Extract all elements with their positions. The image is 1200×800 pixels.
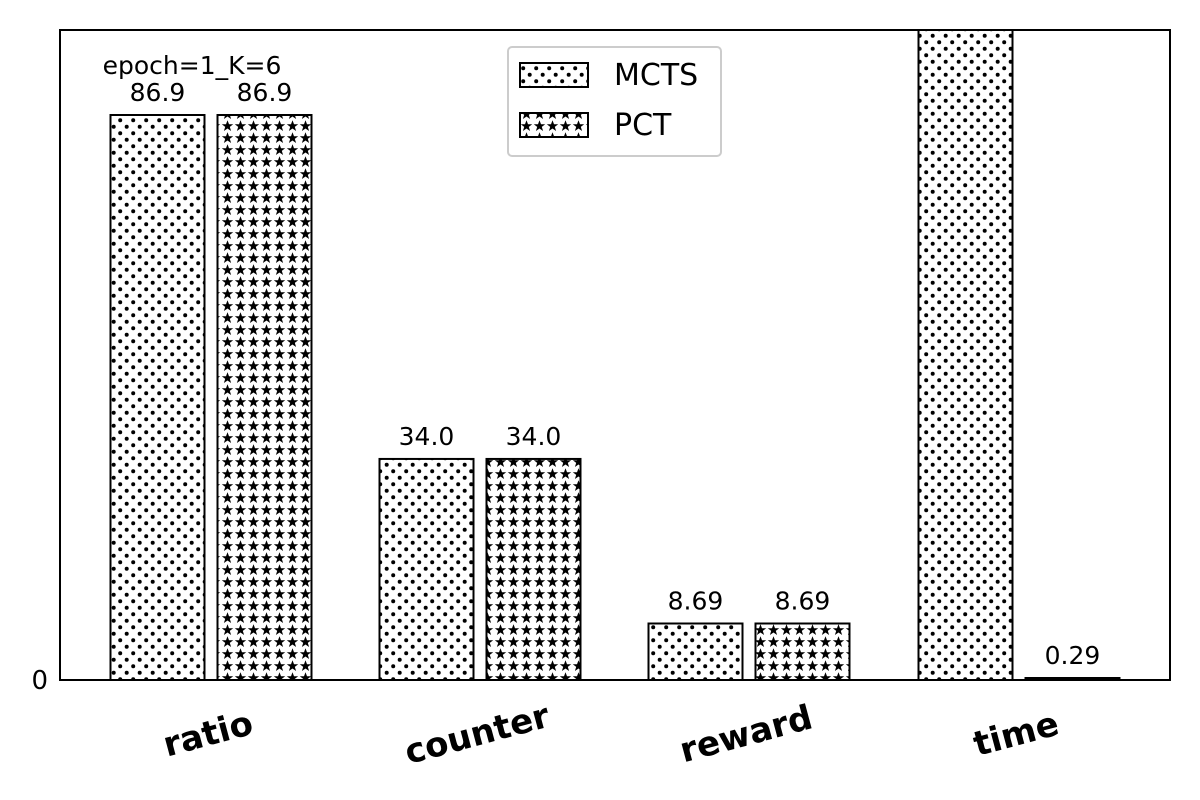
plot-frame (59, 29, 1171, 681)
bar-mcts-counter (378, 457, 475, 681)
annotation-text: epoch=1_K=6 (103, 51, 282, 80)
data-label-pct-time: 0.29 (1045, 641, 1101, 670)
bar-mcts-reward (647, 622, 744, 681)
data-label-pct-counter: 34.0 (506, 422, 562, 451)
x-tick-label-reward: reward (676, 698, 817, 772)
legend-label-pct: PCT (614, 108, 672, 143)
x-tick-label-counter: counter (400, 696, 554, 773)
data-label-mcts-ratio: 86.9 (130, 78, 186, 107)
legend-swatch-pct (519, 112, 589, 138)
axis-layer: ratio counter reward time 0 (31, 666, 1063, 773)
bar-pct-ratio (216, 114, 313, 681)
bars-layer (109, 29, 1121, 681)
data-label-pct-ratio: 86.9 (237, 78, 293, 107)
data-label-pct-reward: 8.69 (775, 587, 831, 616)
bar-pct-reward (754, 622, 851, 681)
data-label-mcts-reward: 8.69 (668, 587, 724, 616)
x-tick-label-ratio: ratio (159, 703, 257, 765)
x-tick-label-time: time (969, 704, 1063, 765)
bar-mcts-time (917, 29, 1014, 681)
bar-pct-counter (485, 457, 582, 681)
legend-swatch-mcts (519, 62, 589, 88)
legend: MCTS PCT (507, 46, 722, 157)
data-label-mcts-counter: 34.0 (399, 422, 455, 451)
y-tick-label-0: 0 (31, 666, 48, 696)
bar-mcts-ratio (109, 114, 206, 681)
labels-layer: 86.9 86.9 34.0 34.0 8.69 8.69 0.29 epoch=1_K=6 (103, 51, 1101, 670)
legend-label-mcts: MCTS (614, 58, 698, 93)
